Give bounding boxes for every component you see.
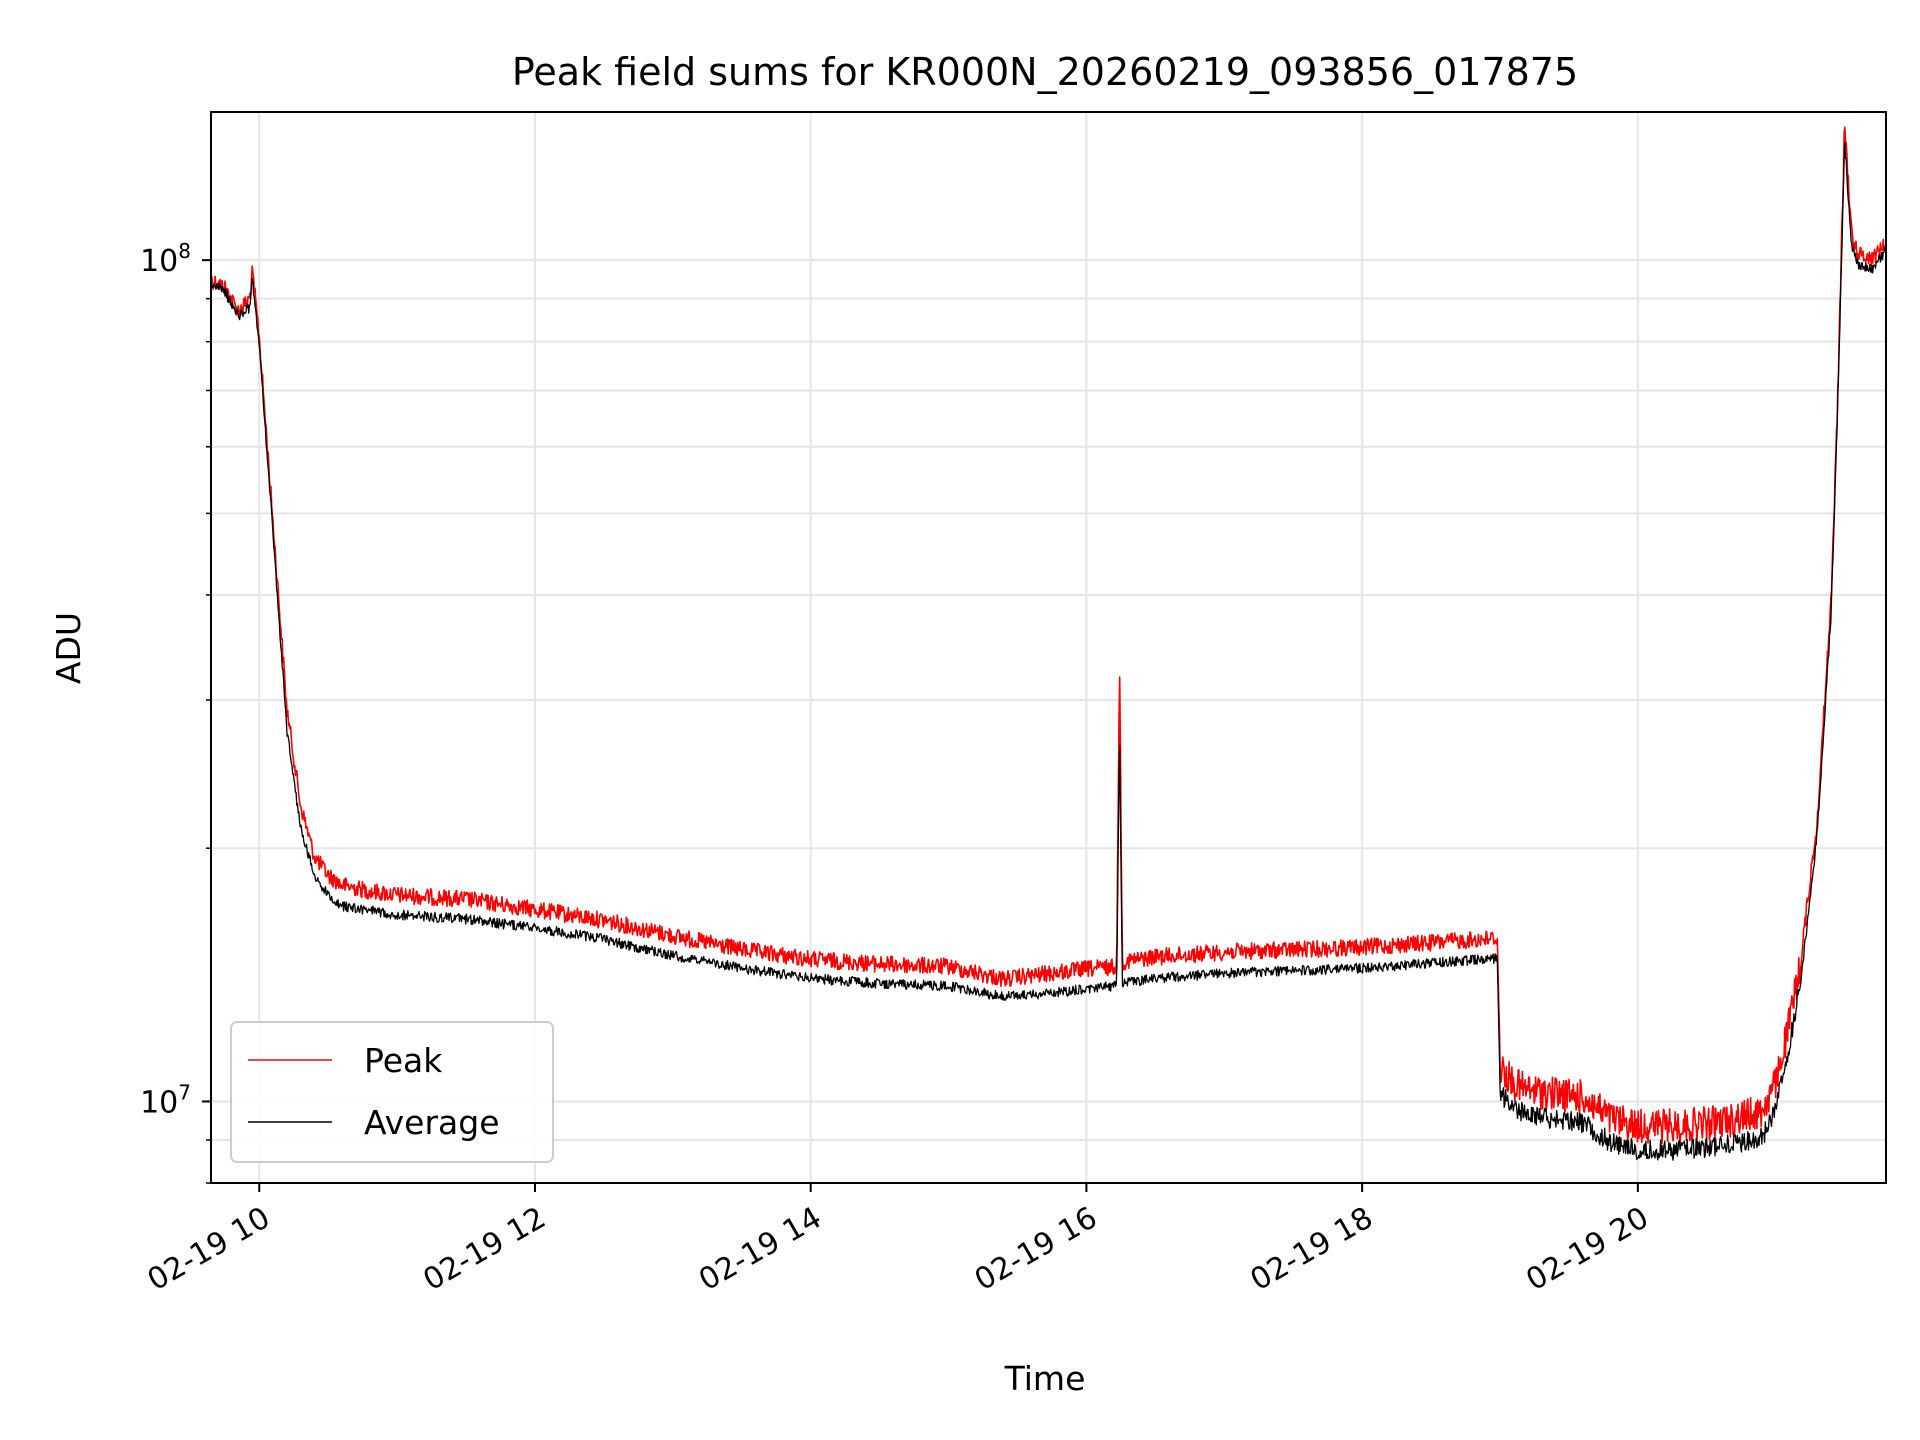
legend-label-peak: Peak bbox=[364, 1041, 443, 1080]
x-axis-label: Time bbox=[1004, 1359, 1086, 1398]
legend-box bbox=[230, 1021, 554, 1163]
y-axis-label: ADU bbox=[49, 612, 88, 684]
y-tick-base: 10 bbox=[140, 244, 178, 279]
legend-label-average: Average bbox=[364, 1103, 500, 1142]
series-line-average bbox=[211, 141, 1886, 1161]
series-layer bbox=[211, 126, 1886, 1161]
legend: Peak Average bbox=[230, 1021, 554, 1163]
series-line-peak bbox=[211, 126, 1886, 1144]
y-tick-exponent: 7 bbox=[178, 1080, 191, 1104]
y-tick-label: 107 bbox=[140, 1080, 191, 1120]
chart-title: Peak field sums for KR000N_20260219_0938… bbox=[512, 50, 1578, 94]
plot-frame bbox=[210, 111, 1887, 1184]
y-tick-label: 108 bbox=[140, 239, 191, 279]
y-tick-exponent: 8 bbox=[178, 239, 191, 263]
y-tick-base: 10 bbox=[140, 1085, 178, 1120]
